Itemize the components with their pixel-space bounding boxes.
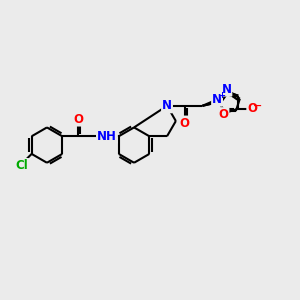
Text: N: N	[221, 83, 231, 96]
Text: O: O	[247, 102, 257, 115]
Text: O: O	[180, 116, 190, 130]
Text: O: O	[218, 108, 229, 121]
Text: O: O	[73, 112, 83, 126]
Text: Cl: Cl	[16, 159, 28, 172]
Text: NH: NH	[97, 130, 117, 143]
Text: N: N	[162, 99, 172, 112]
Text: +: +	[218, 91, 225, 100]
Text: N: N	[212, 93, 222, 106]
Text: −: −	[253, 101, 262, 111]
